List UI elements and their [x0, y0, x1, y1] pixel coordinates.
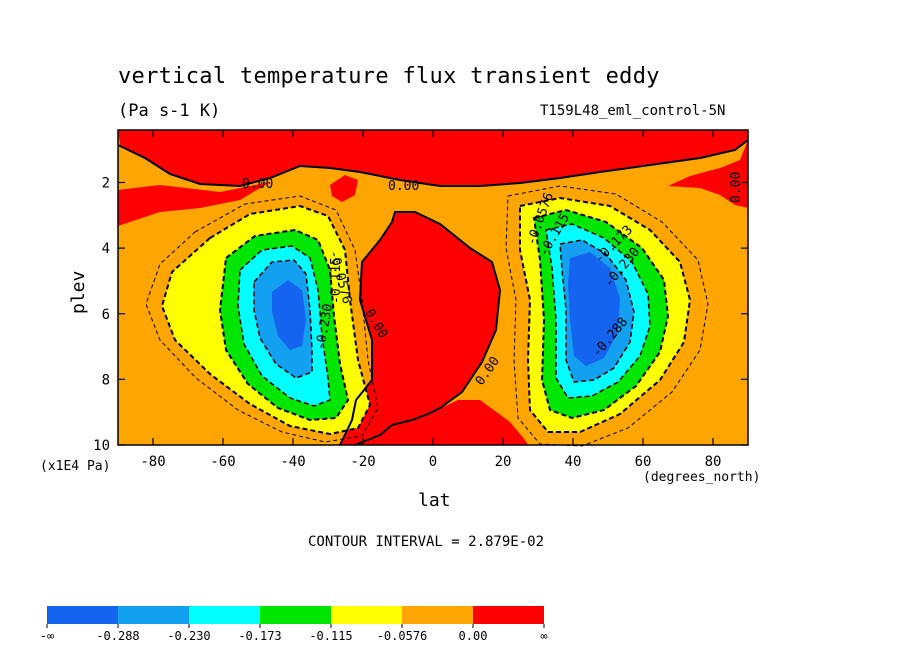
x-tick-label: 20: [495, 454, 512, 470]
colorbar-swatch: [118, 606, 189, 624]
chart-canvas: 0.00 0.00 0.00 0.00 0.00 -0.0576 -0.115 …: [0, 0, 904, 654]
colorbar-swatch: [260, 606, 331, 624]
x-tick-label: 80: [705, 454, 722, 470]
colorbar-swatch: [473, 606, 544, 624]
x-tick-label: -20: [350, 454, 375, 470]
x-tick-label: 60: [635, 454, 652, 470]
colorbar-label: -0.230: [167, 629, 210, 643]
contour-label: 0.00: [388, 179, 419, 194]
colorbar-swatch: [47, 606, 118, 624]
colorbar-label: -∞: [40, 629, 54, 643]
y-tick-label: 8: [102, 372, 110, 388]
colorbar-label: -0.0576: [377, 629, 428, 643]
colorbar: -∞ -0.288 -0.230 -0.173 -0.115 -0.0576 0.00 ∞: [40, 606, 548, 643]
x-tick-label: 40: [565, 454, 582, 470]
colorbar-label: -0.115: [309, 629, 352, 643]
contour-label: 0.00: [729, 172, 744, 203]
colorbar-label: -0.288: [96, 629, 139, 643]
contour-label: 0.00: [242, 177, 273, 192]
y-tick-label: 10: [93, 438, 110, 454]
y-tick-label: 2: [102, 176, 110, 192]
colorbar-swatch: [402, 606, 473, 624]
colorbar-label: -0.173: [238, 629, 281, 643]
x-tick-label: -80: [140, 454, 165, 470]
colorbar-label: ∞: [540, 629, 547, 643]
contour-label: -0.115: [329, 257, 344, 304]
x-tick-label: -40: [280, 454, 305, 470]
contour-fill-layer: [118, 130, 748, 445]
colorbar-label: 0.00: [459, 629, 488, 643]
colorbar-swatch: [189, 606, 260, 624]
colorbar-swatch: [331, 606, 402, 624]
x-tick-label: -60: [210, 454, 235, 470]
y-tick-label: 6: [102, 307, 110, 323]
y-tick-label: 4: [102, 241, 110, 257]
x-tick-label: 0: [429, 454, 437, 470]
